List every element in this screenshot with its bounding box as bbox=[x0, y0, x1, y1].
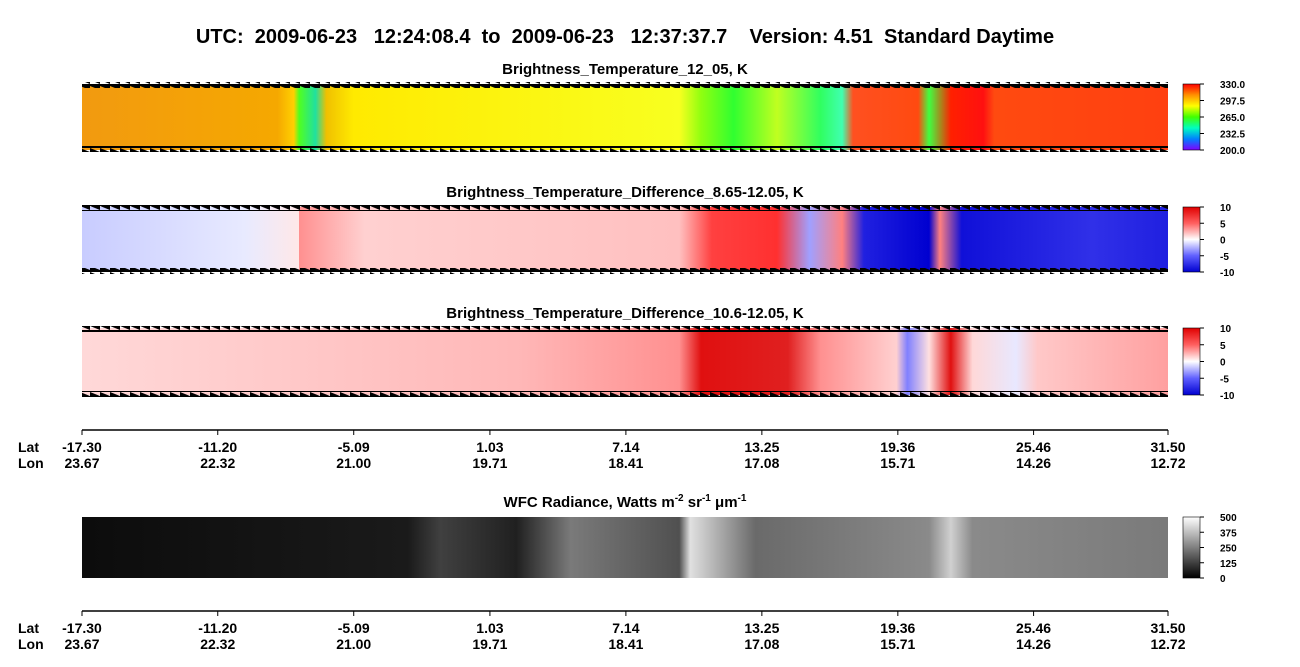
lon-tick-label: 22.32 bbox=[200, 455, 235, 471]
colorbar bbox=[1182, 516, 1201, 579]
lat-tick-label: 13.25 bbox=[744, 620, 779, 636]
lat-tick-label: 1.03 bbox=[476, 439, 503, 455]
lon-tick-label: 15.71 bbox=[880, 636, 915, 652]
colorbar-label: -5 bbox=[1220, 252, 1229, 263]
colorbar-label: -10 bbox=[1220, 391, 1235, 402]
lon-tick-label: 14.26 bbox=[1016, 455, 1051, 471]
lat-tick-label: 1.03 bbox=[476, 620, 503, 636]
lat-tick-label: 19.36 bbox=[880, 439, 915, 455]
lat-tick-label: 7.14 bbox=[612, 620, 639, 636]
colorbar-label: 200.0 bbox=[1220, 146, 1245, 157]
lon-tick-label: 18.41 bbox=[608, 636, 643, 652]
page-title: UTC: 2009-06-23 12:24:08.4 to 2009-06-23… bbox=[196, 26, 1054, 48]
lat-tick-label: -17.30 bbox=[62, 620, 102, 636]
lat-tick-label: -11.20 bbox=[198, 439, 237, 455]
lon-tick-label: 21.00 bbox=[336, 636, 371, 652]
lon-tick-label: 18.41 bbox=[608, 455, 643, 471]
image-strip bbox=[82, 207, 1168, 272]
superscript: -2 bbox=[675, 493, 684, 504]
colorbar-label: 330.0 bbox=[1220, 80, 1245, 91]
title-part: sr bbox=[684, 494, 703, 511]
lon-label: Lon bbox=[18, 455, 44, 471]
colorbar-label: 10 bbox=[1220, 203, 1232, 214]
lon-tick-label: 19.71 bbox=[472, 455, 507, 471]
lat-tick-label: 13.25 bbox=[744, 439, 779, 455]
panel-title: Brightness_Temperature_Difference_8.65-1… bbox=[446, 184, 804, 201]
lon-tick-label: 17.08 bbox=[744, 455, 779, 471]
panel-title: WFC Radiance, Watts m-2 sr-1 μm-1 bbox=[504, 493, 747, 511]
lon-tick-label: 21.00 bbox=[336, 455, 371, 471]
lon-tick-label: 12.72 bbox=[1150, 636, 1185, 652]
lon-tick-label: 14.26 bbox=[1016, 636, 1051, 652]
lon-tick-label: 23.67 bbox=[64, 455, 99, 471]
lon-tick-label: 12.72 bbox=[1150, 455, 1185, 471]
title-part: WFC Radiance, Watts m bbox=[504, 494, 675, 511]
lat-tick-label: -11.20 bbox=[198, 620, 237, 636]
colorbar-label: 0 bbox=[1220, 236, 1226, 247]
lat-tick-label: 31.50 bbox=[1150, 439, 1185, 455]
colorbar-label: 10 bbox=[1220, 324, 1232, 335]
colorbar-label: -10 bbox=[1220, 268, 1235, 279]
lon-tick-label: 17.08 bbox=[744, 636, 779, 652]
lat-tick-label: 31.50 bbox=[1150, 620, 1185, 636]
colorbar-label: 375 bbox=[1220, 528, 1237, 539]
colorbar-label: -5 bbox=[1220, 374, 1229, 385]
superscript: -1 bbox=[738, 493, 747, 504]
colorbar bbox=[1182, 327, 1201, 396]
colorbar-label: 5 bbox=[1220, 219, 1226, 230]
scan-edge bbox=[82, 146, 1168, 152]
lon-tick-label: 23.67 bbox=[64, 636, 99, 652]
lat-tick-label: 25.46 bbox=[1016, 620, 1051, 636]
panel-title: Brightness_Temperature_Difference_10.6-1… bbox=[446, 305, 804, 322]
scan-edge bbox=[82, 391, 1168, 397]
lon-tick-label: 15.71 bbox=[880, 455, 915, 471]
lat-tick-label: 19.36 bbox=[880, 620, 915, 636]
panel-title: Brightness_Temperature_12_05, K bbox=[502, 61, 748, 78]
image-strip bbox=[82, 84, 1168, 150]
colorbar-label: 5 bbox=[1220, 341, 1226, 352]
superscript: -1 bbox=[702, 493, 711, 504]
lat-label: Lat bbox=[18, 439, 39, 455]
lat-tick-label: -17.30 bbox=[62, 439, 102, 455]
colorbar-label: 0 bbox=[1220, 358, 1226, 369]
colorbar-label: 297.5 bbox=[1220, 97, 1245, 108]
scan-edge bbox=[82, 268, 1168, 274]
lon-tick-label: 22.32 bbox=[200, 636, 235, 652]
colorbar bbox=[1182, 206, 1201, 273]
colorbar-label: 500 bbox=[1220, 513, 1237, 524]
lat-tick-label: 7.14 bbox=[612, 439, 639, 455]
colorbar-label: 232.5 bbox=[1220, 130, 1245, 141]
image-strip bbox=[82, 328, 1168, 395]
title-part: μm bbox=[711, 494, 738, 511]
lat-tick-label: -5.09 bbox=[338, 439, 370, 455]
lon-tick-label: 19.71 bbox=[472, 636, 507, 652]
lat-tick-label: -5.09 bbox=[338, 620, 370, 636]
lat-label: Lat bbox=[18, 620, 39, 636]
scan-edge bbox=[82, 82, 1168, 88]
colorbar-label: 265.0 bbox=[1220, 113, 1245, 124]
colorbar bbox=[1182, 83, 1201, 151]
scan-edge bbox=[82, 205, 1168, 211]
colorbar-label: 0 bbox=[1220, 574, 1226, 585]
colorbar-label: 125 bbox=[1220, 559, 1237, 570]
lon-label: Lon bbox=[18, 636, 44, 652]
image-strip bbox=[82, 517, 1168, 578]
scan-edge bbox=[82, 326, 1168, 332]
colorbar-label: 250 bbox=[1220, 544, 1237, 555]
lat-tick-label: 25.46 bbox=[1016, 439, 1051, 455]
